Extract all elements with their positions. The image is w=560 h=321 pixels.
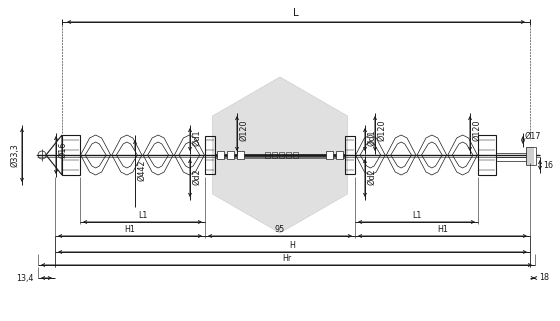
Bar (217, 151, 224, 159)
Text: L1: L1 (412, 211, 421, 220)
Text: Hr: Hr (282, 254, 291, 263)
Bar (293, 152, 298, 158)
Text: Ø120: Ø120 (239, 119, 248, 141)
Text: H1: H1 (437, 225, 448, 234)
Text: 16: 16 (543, 160, 553, 169)
Text: Ø33,3: Ø33,3 (11, 143, 20, 167)
Text: Ød2: Ød2 (367, 169, 376, 185)
Bar (237, 151, 244, 159)
Bar (286, 152, 291, 158)
Text: Ød1: Ød1 (192, 130, 201, 146)
Text: L: L (293, 8, 299, 18)
Text: 13,4: 13,4 (17, 273, 34, 282)
Text: Ø17: Ø17 (525, 132, 542, 141)
Bar (526, 147, 536, 165)
Text: H1: H1 (124, 225, 136, 234)
Polygon shape (212, 77, 348, 233)
Bar (272, 152, 277, 158)
Text: 95: 95 (275, 225, 285, 234)
Text: Ø120: Ø120 (377, 119, 386, 141)
Text: L1: L1 (138, 211, 147, 220)
Text: H: H (290, 241, 296, 250)
Text: Ø120: Ø120 (472, 119, 481, 141)
Bar (326, 151, 333, 159)
Bar (279, 152, 284, 158)
Bar (227, 151, 234, 159)
Text: 18: 18 (539, 273, 549, 282)
Text: Ø16: Ø16 (58, 142, 67, 158)
Text: Ød1: Ød1 (367, 130, 376, 146)
Bar (336, 151, 343, 159)
Text: Ød2: Ød2 (192, 169, 201, 185)
Bar (265, 152, 270, 158)
Text: Ø442: Ø442 (137, 159, 146, 181)
